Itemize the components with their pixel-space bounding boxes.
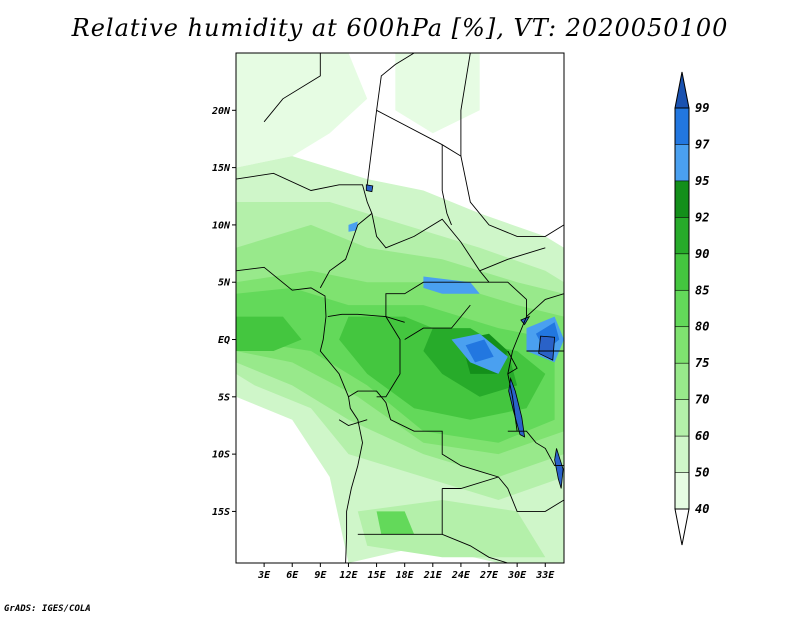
humidity-fill-layer [236,53,564,563]
lat-tick-label: 20N [211,106,231,117]
map-title: Relative humidity at 600hPa [%], VT: 202… [71,14,729,42]
latitude-ticks: 20N 15N 10N 5N EQ 5S 10S 15S [211,106,236,518]
colorbar-label: 70 [695,393,709,407]
colorbar-segment [675,217,689,254]
lat-tick-label: 15N [212,163,231,174]
colorbar-segment [675,472,689,509]
grads-credit: GrADS: IGES/COLA [4,604,91,614]
colorbar-upper-arrow [674,71,690,109]
country-border [404,304,471,340]
humidity-region-85 [236,316,302,351]
country-border [441,144,452,226]
colorbar-label: 99 [695,101,709,115]
humidity-region-40 [395,53,480,134]
country-border [327,313,405,323]
lon-tick-label: 12E [339,570,358,581]
humidity-region-80 [376,511,415,535]
country-border [526,293,564,317]
country-border [263,53,321,123]
lat-tick-label: 15S [212,507,230,518]
country-border [442,476,564,512]
lon-tick-label: 27E [479,570,499,581]
colorbar-segment [675,363,689,400]
colorbar-label: 90 [695,247,709,261]
lake-outline [508,376,526,438]
lat-tick-label: 5N [218,278,231,289]
lon-tick-label: 30E [507,570,527,581]
lon-tick-label: 24E [451,570,471,581]
colorbar-label: 60 [695,429,709,443]
colorbar-segment [675,180,689,218]
country-border [319,213,373,289]
colorbar-lower-arrow [674,508,690,546]
water-bodies-layer [365,184,564,489]
humidity-region-97 [465,339,494,363]
colorbar-label: 80 [695,320,709,334]
colorbar-label: 97 [695,137,710,151]
colorbar-segment [675,290,689,327]
lon-tick-label: 9E [314,570,327,581]
colorbar-label: 85 [695,283,709,297]
lake-outline [538,335,556,361]
colorbar-segment [675,253,689,291]
country-border [479,247,546,272]
country-border [348,390,499,478]
humidity-region-40 [236,53,368,168]
colorbar: 40 50 60 70 75 80 85 90 92 95 97 99 [674,71,710,546]
lat-tick-label: EQ [218,335,230,346]
colorbar-label: 95 [695,174,709,188]
lon-tick-label: 18E [396,570,415,581]
lat-tick-label: 10N [212,220,231,231]
humidity-region-95 [348,221,358,232]
country-border [236,266,363,563]
lon-tick-label: 6E [286,570,299,581]
colorbar-segment [675,108,689,145]
country-border [366,53,415,185]
lon-tick-label: 15E [368,570,387,581]
colorbar-label: 75 [695,356,709,370]
colorbar-segment [675,399,689,437]
colorbar-segment [675,144,689,181]
country-border [338,419,368,426]
country-border [385,281,489,317]
colorbar-segment [675,326,689,364]
country-border [236,172,373,214]
colorbar-segment [675,436,689,473]
country-border [460,156,564,237]
lon-tick-label: 3E [257,570,271,581]
lon-tick-label: 21E [423,570,443,581]
humidity-region-95 [423,276,480,294]
country-border [507,350,518,375]
lon-tick-label: 33E [535,570,555,581]
lake-outline [365,184,374,193]
map-frame [235,52,565,564]
lat-tick-label: 10S [212,450,230,461]
colorbar-label: 40 [695,502,709,516]
colorbar-label: 50 [695,466,709,480]
country-border [376,316,401,398]
country-borders-layer [236,53,564,563]
country-border [507,430,564,467]
lat-tick-label: 5S [218,392,230,403]
longitude-ticks: 3E 6E 9E 12E 15E 18E 21E 24E 27E 30E 33E [257,563,555,581]
colorbar-label: 92 [695,210,709,224]
